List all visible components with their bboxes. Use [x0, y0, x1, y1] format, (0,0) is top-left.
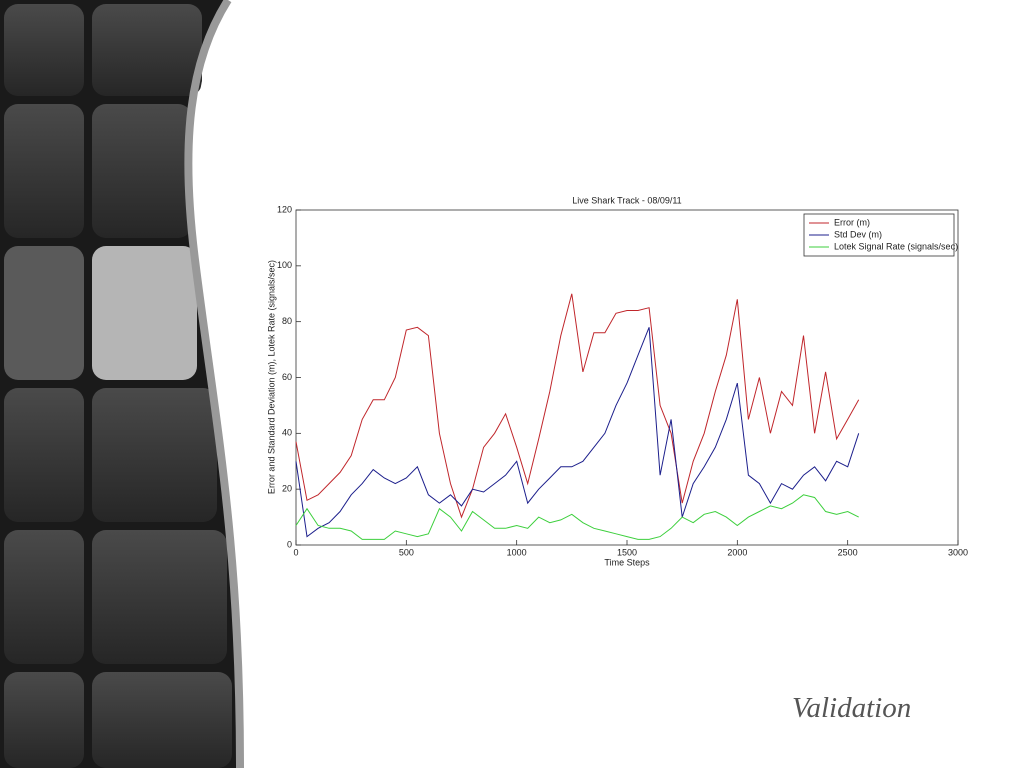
legend-label: Lotek Signal Rate (signals/sec): [834, 241, 958, 251]
x-axis-label: Time Steps: [604, 557, 650, 567]
y-tick-label: 80: [282, 316, 292, 326]
x-tick-label: 1000: [507, 547, 527, 557]
x-tick-label: 500: [399, 547, 414, 557]
legend-label: Std Dev (m): [834, 229, 882, 239]
y-tick-label: 40: [282, 428, 292, 438]
x-tick-label: 3000: [948, 547, 968, 557]
chart-title: Live Shark Track - 08/09/11: [572, 195, 681, 205]
x-tick-label: 1500: [617, 547, 637, 557]
y-tick-label: 20: [282, 484, 292, 494]
series-line: [295, 494, 859, 540]
series-line: [295, 293, 860, 519]
x-tick-label: 2000: [727, 547, 747, 557]
slide-caption: Validation: [792, 692, 912, 724]
y-tick-label: 0: [287, 539, 292, 549]
legend-label: Error (m): [834, 217, 870, 227]
series-line: [295, 327, 860, 538]
x-tick-label: 0: [293, 547, 298, 557]
y-tick-label: 60: [282, 372, 292, 382]
chart: Live Shark Track - 08/09/11 Time Steps E…: [266, 195, 968, 567]
y-tick-label: 120: [277, 204, 292, 214]
x-tick-label: 2500: [838, 547, 858, 557]
y-axis-label: Error and Standard Deviation (m), Lotek …: [266, 260, 276, 494]
y-tick-label: 100: [277, 260, 292, 270]
plot-frame: [295, 209, 959, 546]
decor-panel: [0, 0, 260, 768]
